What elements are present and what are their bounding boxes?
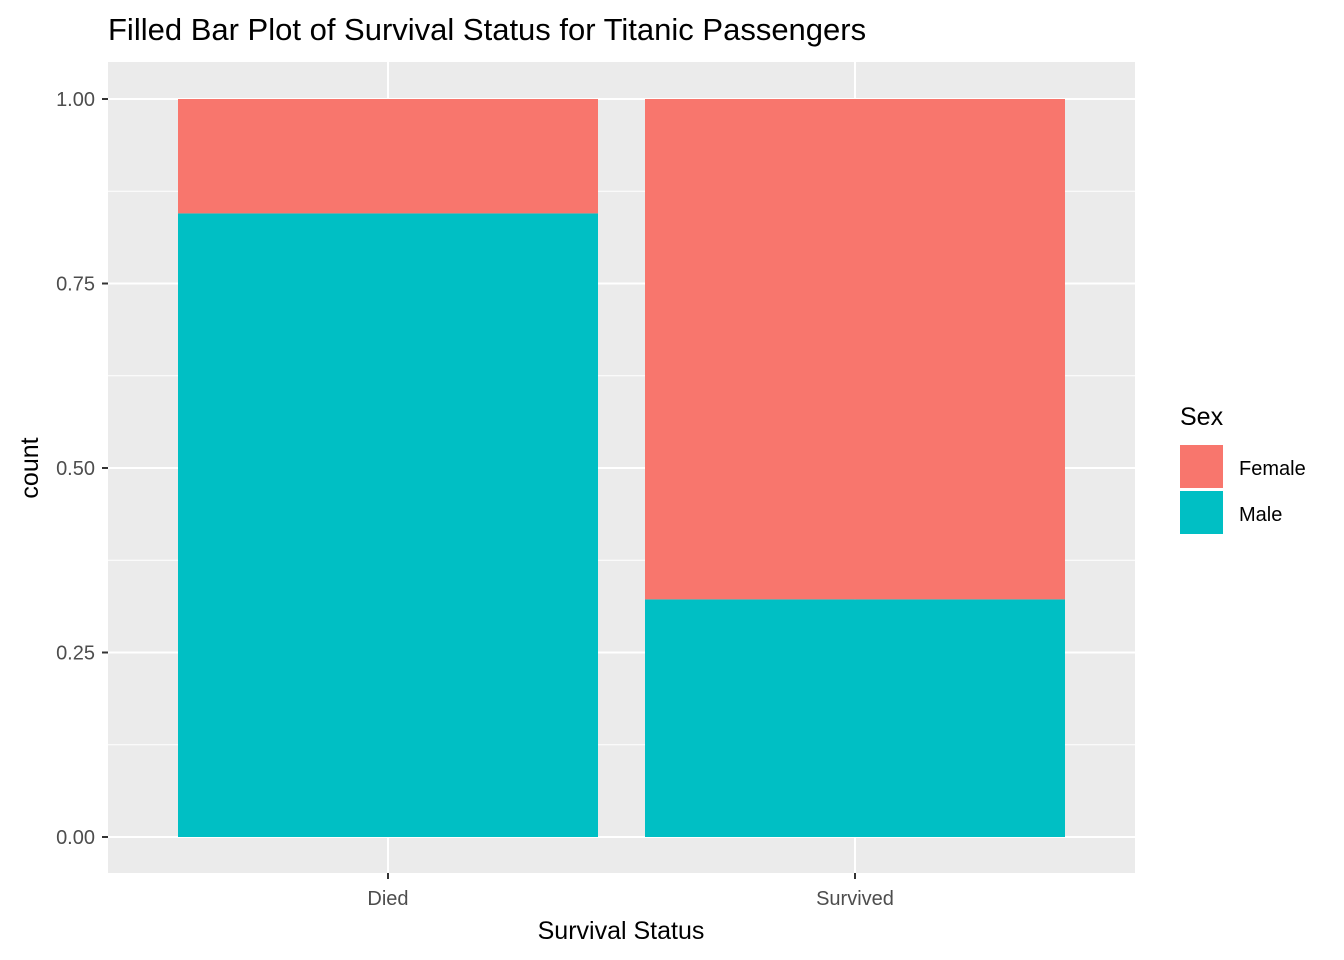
x-axis-title: Survival Status (538, 917, 705, 945)
legend: Sex Female Male (1180, 403, 1306, 534)
x-tick-label: Survived (816, 888, 894, 910)
x-axis: Died Survived (367, 873, 894, 910)
chart-title: Filled Bar Plot of Survival Status for T… (108, 12, 866, 47)
bar-survived-male (645, 599, 1065, 837)
y-axis: 0.00 0.25 0.50 0.75 1.00 (56, 89, 108, 849)
bar-died-female (178, 99, 598, 214)
bars (178, 99, 1065, 837)
y-tick-label: 0.75 (56, 274, 95, 296)
legend-label-male: Male (1239, 504, 1282, 526)
y-tick-label: 0.25 (56, 643, 95, 665)
legend-label-female: Female (1239, 458, 1306, 480)
x-tick-label: Died (367, 888, 408, 910)
y-tick-label: 0.00 (56, 827, 95, 849)
legend-key-male (1180, 491, 1223, 534)
bar-died-male (178, 213, 598, 837)
legend-title: Sex (1180, 403, 1224, 431)
y-tick-label: 0.50 (56, 458, 95, 480)
legend-key-female (1180, 445, 1223, 488)
y-tick-label: 1.00 (56, 89, 95, 111)
bar-survived-female (645, 99, 1065, 600)
y-axis-title: count (16, 437, 44, 498)
